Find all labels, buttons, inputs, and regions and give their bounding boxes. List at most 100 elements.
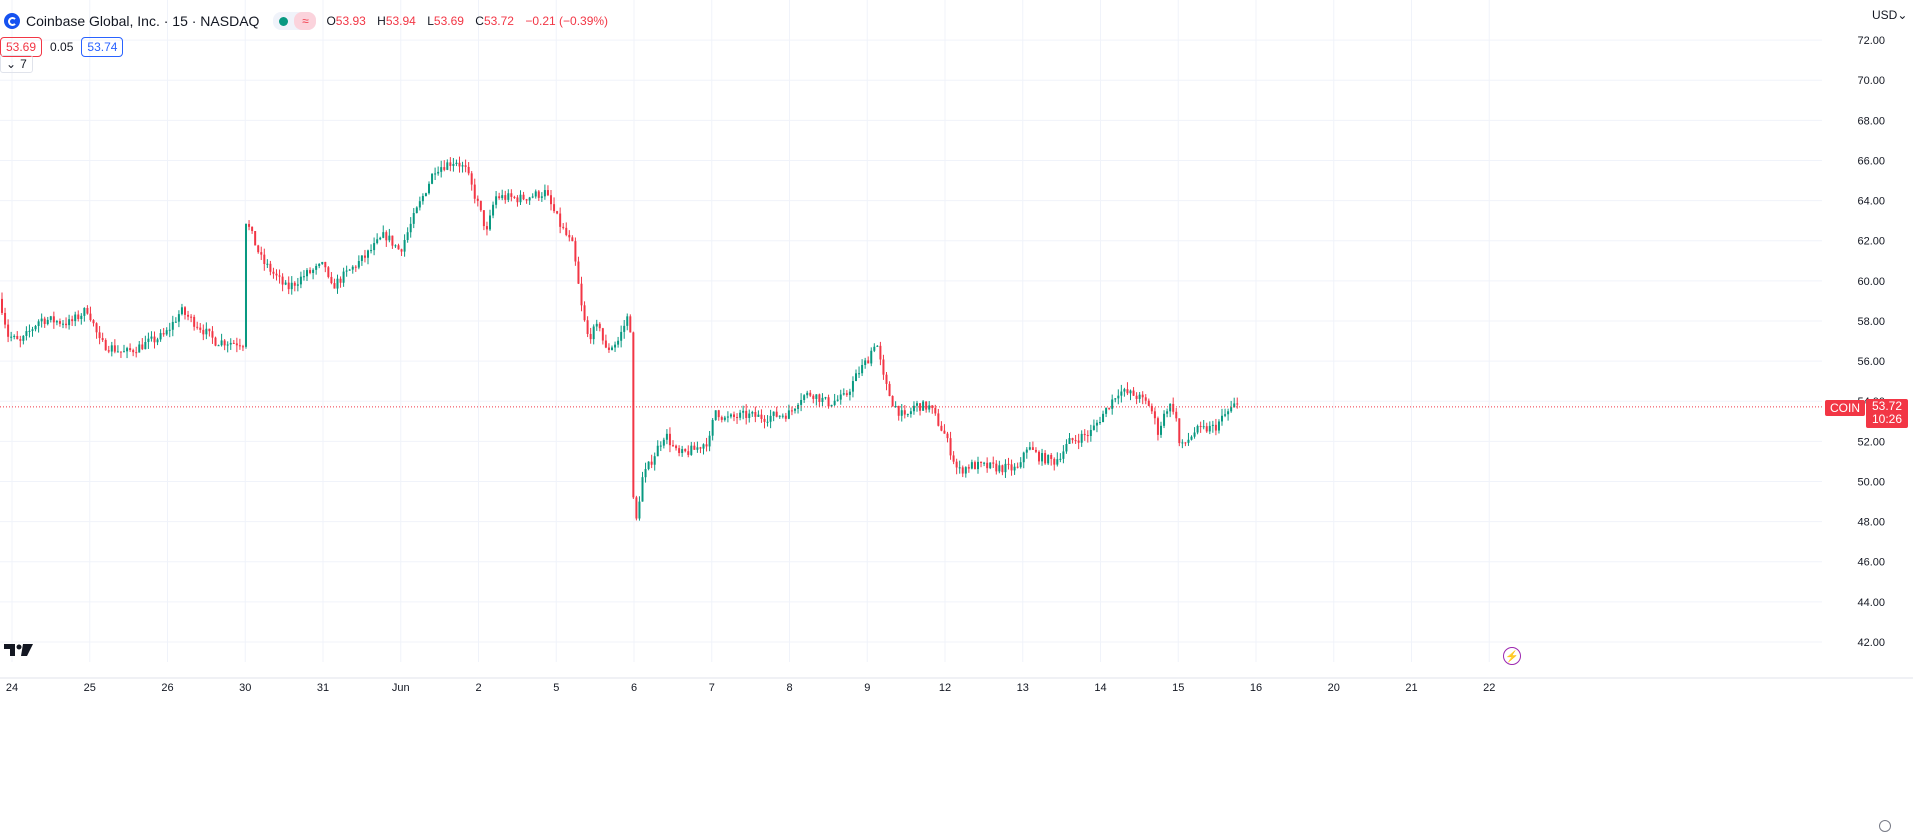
candle	[1172, 397, 1175, 415]
candle	[665, 429, 668, 445]
candle	[287, 276, 290, 295]
candle	[16, 331, 19, 340]
candle	[696, 441, 699, 453]
candle	[238, 338, 241, 350]
candle	[986, 457, 989, 473]
candle	[855, 369, 857, 382]
candle	[604, 334, 607, 349]
candle	[1217, 419, 1220, 434]
candle	[339, 276, 342, 288]
x-tick-label: 20	[1328, 682, 1340, 694]
candle	[739, 409, 742, 421]
indicators-collapse-button[interactable]: ⌄ 7	[0, 55, 33, 73]
candle	[345, 265, 348, 277]
candle	[1004, 459, 1007, 478]
candle	[900, 404, 903, 422]
candle	[1105, 407, 1108, 418]
x-tick-label: 12	[939, 682, 951, 694]
candle	[187, 310, 190, 321]
chevron-down-icon: ⌄	[1897, 8, 1908, 22]
candle	[550, 190, 552, 211]
candle	[720, 415, 723, 423]
symbol-title[interactable]: Coinbase Global, Inc. · 15 · NASDAQ	[26, 13, 260, 29]
candle	[1227, 408, 1230, 421]
candle	[772, 411, 775, 422]
candle	[617, 336, 620, 348]
time-axis[interactable]: 24 25 26 30 31 Jun 2 5 6 7 8 9 12 13 14 15 16 20 21 22	[0, 677, 1913, 694]
price-axis[interactable]: 42.0044.0046.0048.0050.0052.0054.0056.00…	[1857, 35, 1885, 649]
candle	[235, 337, 238, 353]
candle	[1025, 447, 1028, 459]
candle	[614, 341, 617, 352]
candle	[470, 171, 473, 191]
candle	[1163, 410, 1166, 429]
candle	[748, 409, 751, 423]
change-value: −0.21 (−0.39%)	[525, 14, 609, 28]
tradingview-logo-icon[interactable]	[4, 642, 34, 658]
candle	[275, 269, 278, 281]
candle	[214, 336, 217, 347]
candle	[571, 235, 574, 242]
candle	[577, 256, 580, 285]
candle	[1092, 419, 1095, 431]
candle	[977, 456, 979, 474]
candle	[833, 393, 836, 407]
candle	[428, 181, 430, 195]
candle	[885, 371, 888, 391]
candle	[995, 460, 998, 475]
flash-icon[interactable]: ⚡	[1503, 647, 1521, 665]
candle	[174, 317, 177, 323]
candle	[931, 405, 934, 414]
candle	[1041, 448, 1044, 466]
candle	[851, 376, 854, 398]
candle	[46, 316, 49, 326]
candle	[1120, 384, 1123, 403]
market-status[interactable]: ≈	[273, 12, 317, 30]
candle	[626, 313, 629, 331]
candle	[897, 405, 900, 421]
candle	[135, 346, 138, 358]
candle	[150, 331, 153, 342]
candle	[4, 307, 7, 329]
indicator-count: 7	[20, 57, 27, 71]
candle	[74, 311, 77, 327]
candle	[589, 327, 592, 344]
candle	[263, 248, 266, 271]
candle	[873, 343, 876, 353]
candle	[879, 341, 882, 366]
high-value: 53.94	[385, 14, 416, 28]
candle	[220, 333, 223, 347]
candle	[1038, 450, 1040, 465]
candle	[556, 210, 559, 215]
candle	[684, 448, 687, 453]
candle	[513, 195, 516, 199]
candle	[754, 406, 757, 423]
candle	[248, 220, 251, 231]
currency-selector[interactable]: USD⌄	[1872, 8, 1907, 22]
candle	[766, 415, 769, 427]
candle	[245, 223, 247, 349]
candle	[751, 410, 754, 417]
candle	[184, 306, 186, 320]
candle	[598, 322, 601, 332]
candle	[1211, 420, 1214, 433]
candle	[928, 401, 931, 413]
candle	[537, 189, 540, 201]
x-tick-label: 2	[475, 682, 481, 694]
candle	[37, 319, 40, 333]
candle	[498, 192, 501, 200]
candle	[912, 401, 915, 415]
symbol-price-label: COIN	[1825, 400, 1865, 416]
candle	[562, 223, 565, 230]
ask-button[interactable]: 53.74	[81, 37, 124, 57]
settings-icon[interactable]	[1879, 820, 1891, 832]
candle	[1160, 421, 1162, 438]
candle	[119, 351, 122, 358]
candle	[980, 461, 983, 468]
candle	[104, 338, 107, 351]
x-tick-label: 9	[864, 682, 870, 694]
candle	[138, 340, 141, 353]
candle	[342, 267, 345, 287]
bid-button[interactable]: 53.69	[0, 37, 43, 57]
